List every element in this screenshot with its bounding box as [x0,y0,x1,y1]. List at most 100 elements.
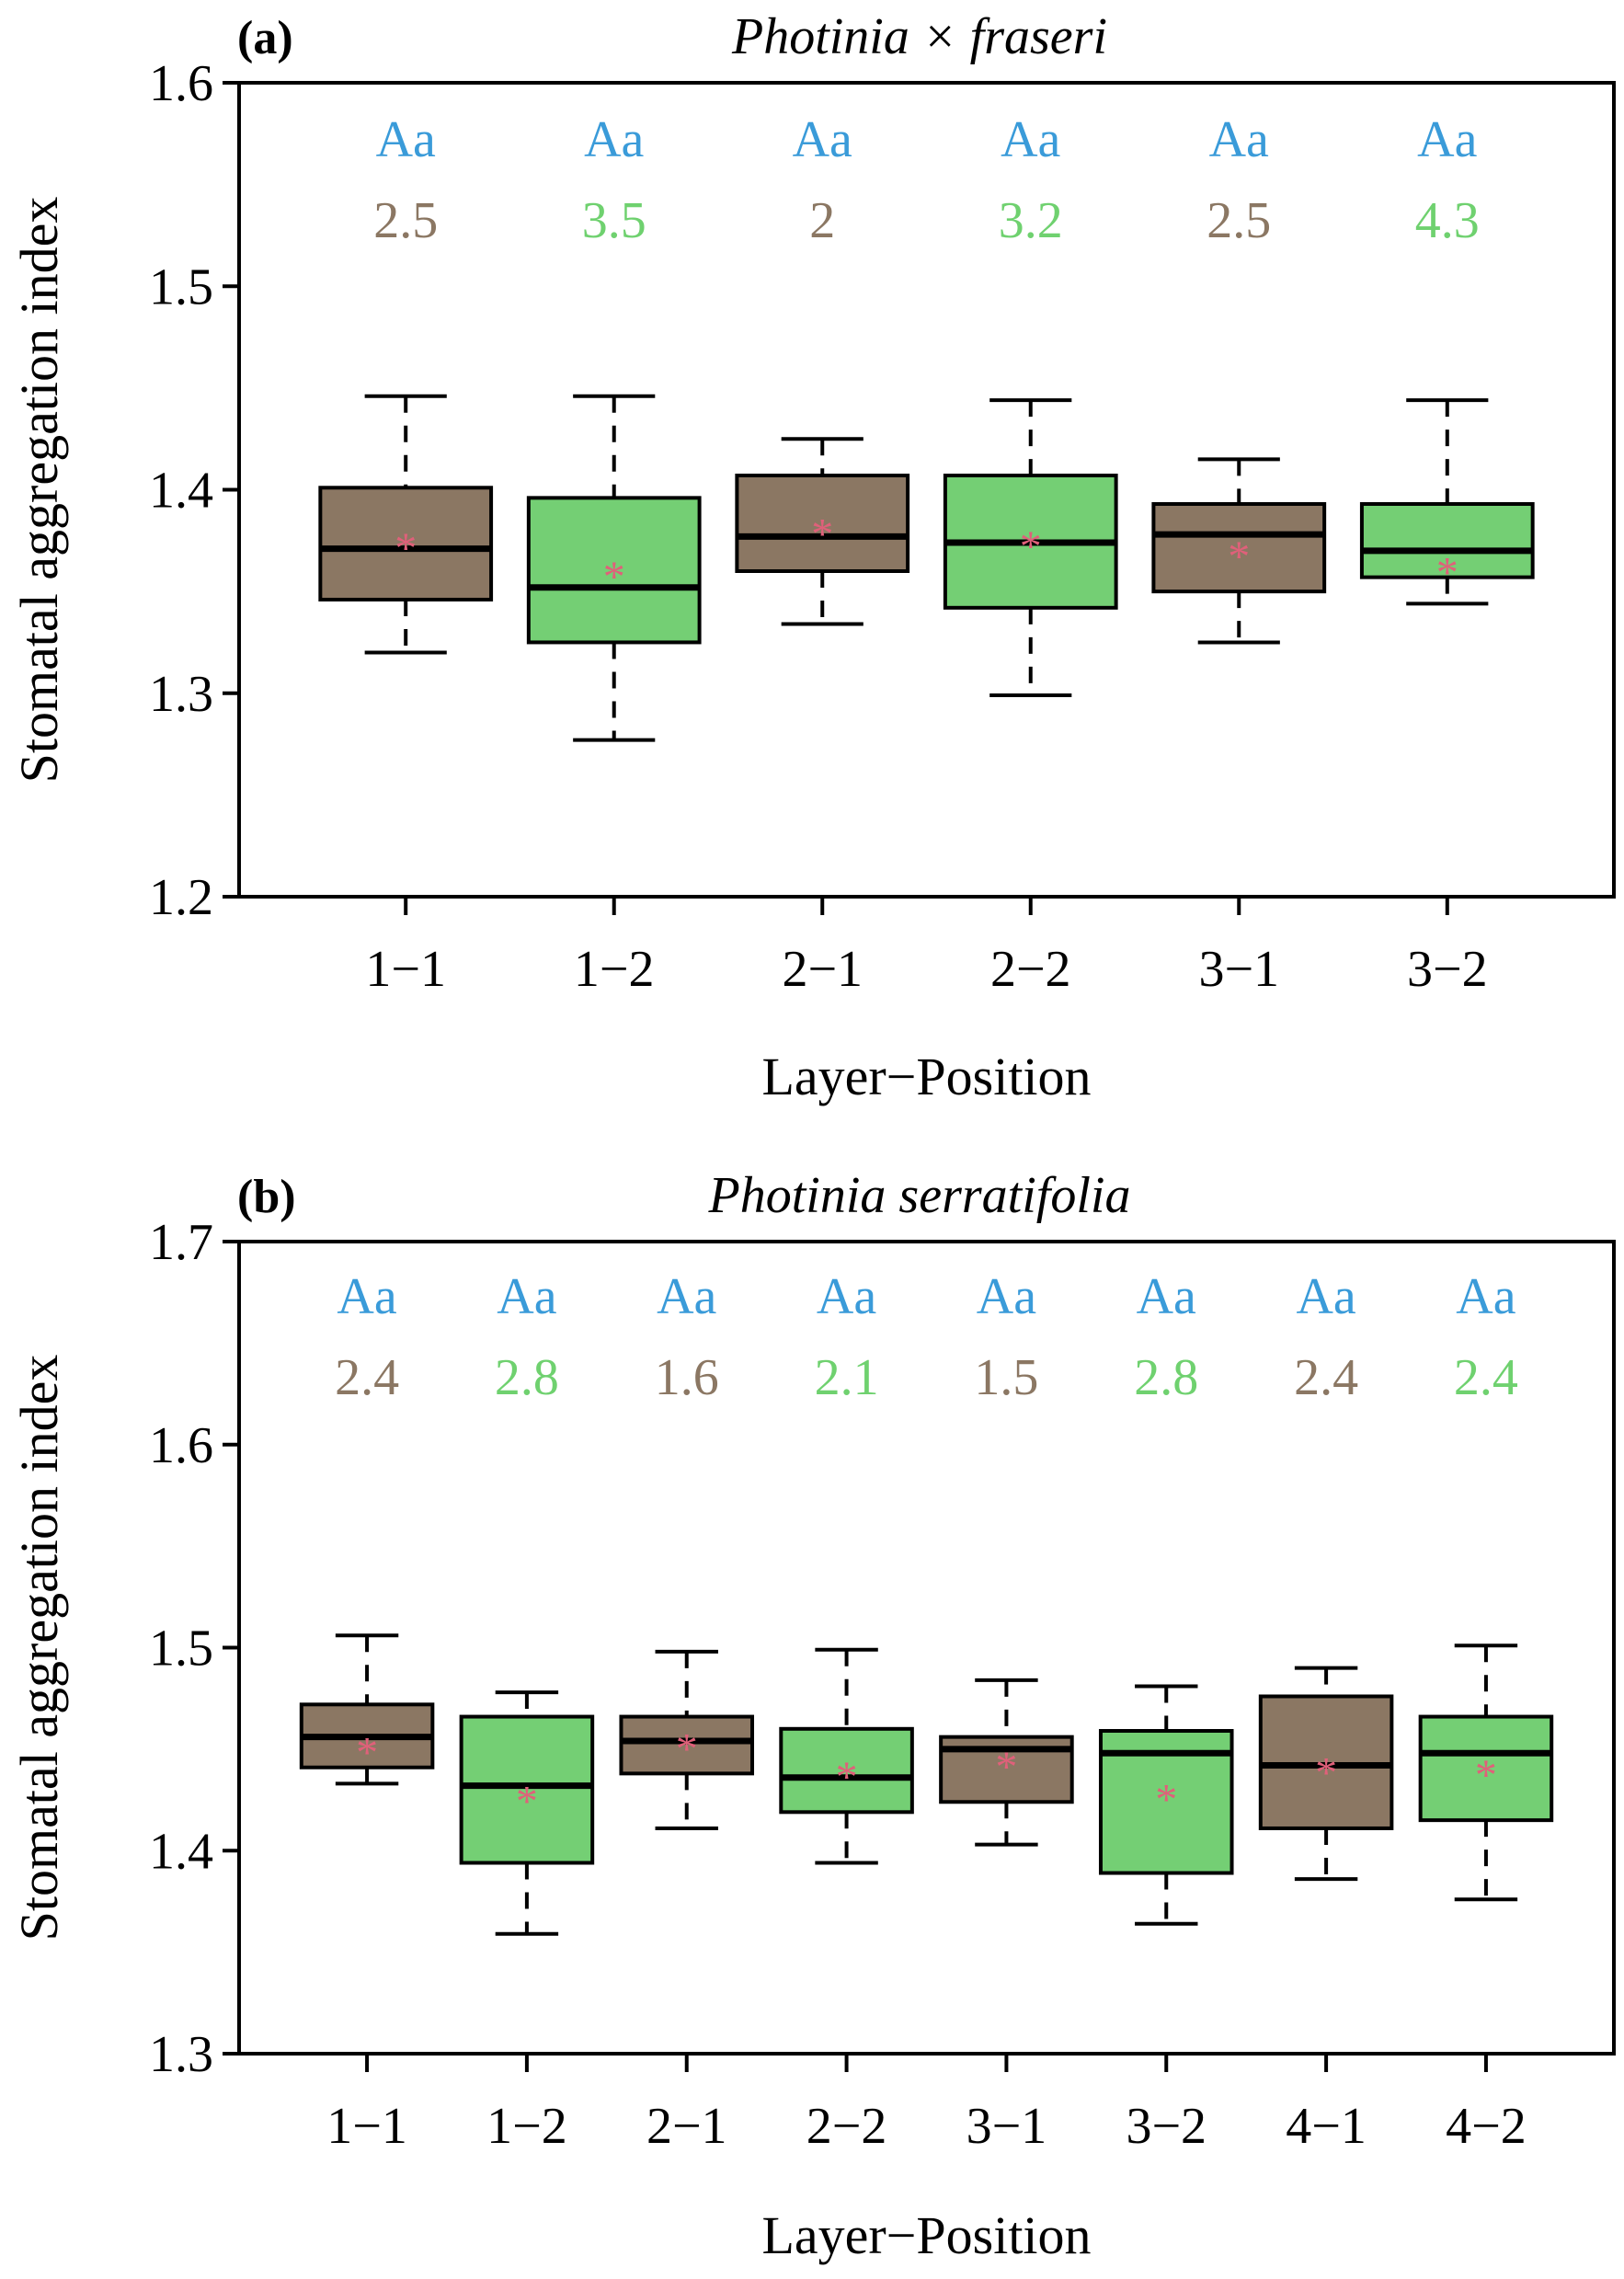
box-group-1−1: * [299,1633,435,1786]
mean-marker: * [395,524,417,573]
mean-marker: * [1155,1775,1177,1824]
y-axis-title: Stomatal aggregation index [9,1355,69,1941]
x-axis-title: Layer−Position [761,1047,1091,1106]
iqr-box [1359,501,1535,579]
mean-marker: * [995,1743,1017,1792]
mean-marker: * [1436,549,1458,598]
x-tick-label: 2−1 [646,2098,727,2155]
significance-letters: Aa [376,111,436,168]
y-tick-label: 1.2 [149,869,213,926]
panel-label: (a) [237,12,293,64]
y-axis-title: Stomatal aggregation index [9,197,69,784]
iqr-box [526,496,702,645]
significance-letters: Aa [1001,111,1060,168]
x-tick-label: 3−1 [966,2098,1047,2155]
y-tick-label: 1.3 [149,666,213,723]
count-label: 2.5 [373,192,438,249]
box-group-1−2: * [526,394,702,742]
count-label: 3.5 [582,192,646,249]
significance-letters: Aa [977,1268,1036,1325]
mean-marker: * [676,1724,698,1773]
significance-letters: Aa [817,1268,876,1325]
box-group-2−1: * [735,437,910,626]
significance-letters: Aa [337,1268,396,1325]
count-label: 2 [809,192,835,249]
x-tick-label: 4−1 [1286,2098,1367,2155]
box-group-2−2: * [943,398,1118,697]
significance-letters: Aa [793,111,852,168]
x-tick-label: 2−2 [806,2098,887,2155]
box-group-3−2: * [1359,398,1535,606]
panel-a: 1.2 1.3 1.4 1.5 1.6 * Aa 2.5 1−1 * Aa 3.5 1−2 * Aa 2 2−1… [9,8,1616,1106]
y-tick-label: 1.6 [149,55,213,112]
box-group-3−2: * [1098,1684,1234,1926]
mean-marker: * [1315,1749,1337,1798]
count-label: 2.8 [495,1349,559,1406]
panel-title: Photinia serratifolia [708,1167,1131,1224]
mean-marker: * [836,1753,858,1802]
iqr-box [619,1714,755,1776]
iqr-box [779,1726,914,1815]
count-label: 1.5 [974,1349,1038,1406]
significance-letters: Aa [1417,111,1477,168]
x-tick-label: 3−1 [1198,941,1279,998]
iqr-box [1151,501,1327,594]
x-axis-title: Layer−Position [761,2205,1091,2265]
significance-letters: Aa [1296,1268,1355,1325]
panel-b: 1.3 1.4 1.5 1.6 1.7 * Aa 2.4 1−1 * Aa 2.8 1−2 * Aa 1.6 2… [9,1167,1616,2265]
count-label: 2.4 [1294,1349,1358,1406]
mean-marker: * [1020,522,1042,571]
x-tick-label: 1−1 [326,2098,407,2155]
box-group-2−2: * [779,1647,914,1865]
y-tick-label: 1.3 [149,2026,213,2083]
plot-frame [237,1240,1616,2056]
count-label: 2.5 [1207,192,1271,249]
x-tick-label: 1−1 [365,941,446,998]
y-tick-label: 1.4 [149,463,213,520]
x-tick-label: 1−2 [574,941,655,998]
mean-marker: * [356,1729,378,1778]
mean-marker: * [516,1778,538,1827]
iqr-box [735,474,910,574]
x-tick-label: 3−2 [1126,2098,1207,2155]
significance-letters: Aa [584,111,644,168]
count-label: 3.2 [999,192,1063,249]
count-label: 1.6 [655,1349,719,1406]
y-tick-label: 1.5 [149,1620,213,1678]
significance-letters: Aa [497,1268,556,1325]
x-tick-label: 4−2 [1446,2098,1527,2155]
count-label: 2.8 [1134,1349,1198,1406]
significance-letters: Aa [1137,1268,1196,1325]
y-tick-label: 1.5 [149,258,213,315]
panel-title: Photinia × fraseri [731,8,1107,65]
box-group-4−2: * [1418,1643,1554,1902]
x-tick-label: 1−2 [486,2098,567,2155]
mean-marker: * [1228,533,1250,581]
significance-letters: Aa [657,1268,716,1325]
y-tick-label: 1.7 [149,1214,213,1271]
mean-marker: * [811,510,833,559]
y-tick-label: 1.6 [149,1417,213,1474]
count-label: 2.1 [815,1349,879,1406]
box-group-3−1: * [939,1678,1074,1847]
box-group-3−1: * [1151,457,1327,645]
significance-letters: Aa [1456,1268,1515,1325]
significance-letters: Aa [1209,111,1269,168]
box-group-2−1: * [619,1649,755,1830]
iqr-box [459,1714,595,1865]
mean-marker: * [603,553,625,601]
x-tick-label: 2−1 [782,941,863,998]
x-tick-label: 2−2 [990,941,1071,998]
y-tick-label: 1.4 [149,1823,213,1880]
mean-marker: * [1475,1751,1497,1800]
count-label: 4.3 [1415,192,1480,249]
iqr-box [1418,1714,1554,1823]
count-label: 2.4 [1454,1349,1518,1406]
box-group-4−1: * [1258,1666,1394,1882]
box-group-1−1: * [318,394,494,655]
count-label: 2.4 [335,1349,399,1406]
panel-label: (b) [237,1171,296,1223]
box-group-1−2: * [459,1690,595,1936]
iqr-box [318,486,494,601]
